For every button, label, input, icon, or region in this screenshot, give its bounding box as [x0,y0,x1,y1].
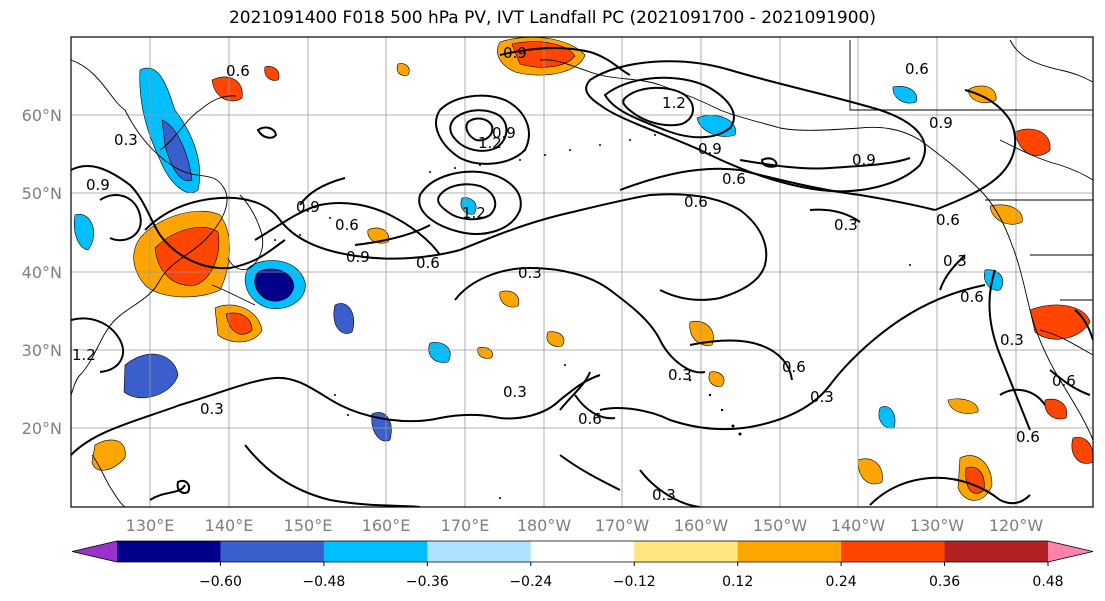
contour-label: 0.3 [503,383,527,401]
contour-label: 0.6 [1052,372,1076,390]
contour-label: 0.6 [684,193,708,211]
lat-label: 60°N [22,106,62,125]
colorbar: −0.60 −0.48 −0.36 −0.24 −0.12 0.12 0.24 0.36 0.4… [71,540,1094,590]
contour-label: 0.9 [492,124,516,142]
map-frame [70,36,1094,508]
contour-labels: 0.9 0.6 0.9 0.9 0.6 0.6 0.6 0.3 0.3 0.6 … [72,44,1076,504]
coastlines [71,39,1093,507]
lon-label: 140°E [205,516,254,535]
map-title: 2021091400 F018 500 hPa PV, IVT Landfall… [228,8,876,28]
colorbar-segment [530,541,635,562]
lon-label: 130°W [910,516,965,535]
contour-label: 0.6 [1016,428,1040,446]
pv-contours [71,47,1093,507]
contour-label: 0.6 [578,410,602,428]
colorbar-segment [634,541,739,562]
contour-label: 0.6 [722,170,746,188]
colorbar-tick-label: 0.24 [826,574,857,590]
colorbar-tick-label: 0.48 [1032,574,1063,590]
contour-label: 0.3 [943,252,967,270]
contour-label: 0.3 [518,264,542,282]
contour-label: 0.3 [652,486,676,504]
contour-label: 0.6 [960,288,984,306]
contour-label: 0.6 [782,358,806,376]
lon-label: 160°E [362,516,411,535]
contour-label: 0.3 [668,366,692,384]
colorbar-tick-label: 0.12 [722,574,753,590]
contour-label: 0.6 [936,211,960,229]
contour-label: 1.2 [462,204,486,222]
graticule [71,37,1093,507]
colorbar-segment [944,541,1049,562]
colorbar-tick-label: −0.60 [199,574,242,590]
colorbar-tick-label: −0.12 [613,574,656,590]
contour-label: 0.9 [296,198,320,216]
contour-label: 0.9 [698,140,722,158]
colorbar-segment [427,541,532,562]
lon-label: 140°W [831,516,886,535]
colorbar-tick-label: −0.36 [406,574,449,590]
contour-label: 0.9 [929,114,953,132]
lat-label: 20°N [22,419,62,438]
contour-label: 0.6 [335,216,359,234]
colorbar-tick-label: −0.24 [509,574,552,590]
contour-label: 1.2 [478,134,502,152]
lat-label: 30°N [22,341,62,360]
colorbar-segment [117,541,221,562]
map-area: 0.9 0.6 0.9 0.9 0.6 0.6 0.6 0.3 0.3 0.6 … [71,37,1093,507]
colorbar-tick-label: 0.36 [929,574,960,590]
contour-label: 0.9 [346,248,370,266]
contour-label: 1.2 [72,346,96,364]
contour-label: 0.3 [1000,331,1024,349]
colorbar-extension-max [1048,541,1093,562]
contour-label: 0.9 [852,151,876,169]
colorbar-segment [737,541,842,562]
contour-label: 0.6 [226,62,250,80]
contour-label: 0.9 [86,176,110,194]
contour-label: 0.3 [114,131,138,149]
lat-label: 50°N [22,184,62,203]
contour-label: 0.6 [416,254,440,272]
colorbar-extension-min [72,541,117,562]
latitude-labels: 60°N 50°N 40°N 30°N 20°N [22,106,62,438]
contour-label: 0.3 [810,388,834,406]
lon-label: 120°W [989,516,1044,535]
contour-label: 0.3 [200,400,224,418]
contour-label: 0.6 [905,60,929,78]
lon-label: 160°W [674,516,729,535]
colorbar-outline [71,540,1094,563]
lon-label: 180°W [517,516,572,535]
lat-label: 40°N [22,263,62,282]
contour-label: 1.2 [662,94,686,112]
contour-label: 0.9 [503,44,527,62]
colorbar-segment [841,541,946,562]
lon-label: 170°W [595,516,650,535]
lon-label: 170°E [441,516,490,535]
lon-label: 130°E [126,516,175,535]
longitude-labels: 130°E 140°E 150°E 160°E 170°E 180°W 170°… [126,516,1044,535]
lon-label: 150°W [753,516,808,535]
colorbar-segment [323,541,428,562]
lon-label: 150°E [284,516,333,535]
colorbar-segment [220,541,325,562]
colorbar-tick-label: −0.48 [302,574,345,590]
contour-label: 0.3 [834,216,858,234]
